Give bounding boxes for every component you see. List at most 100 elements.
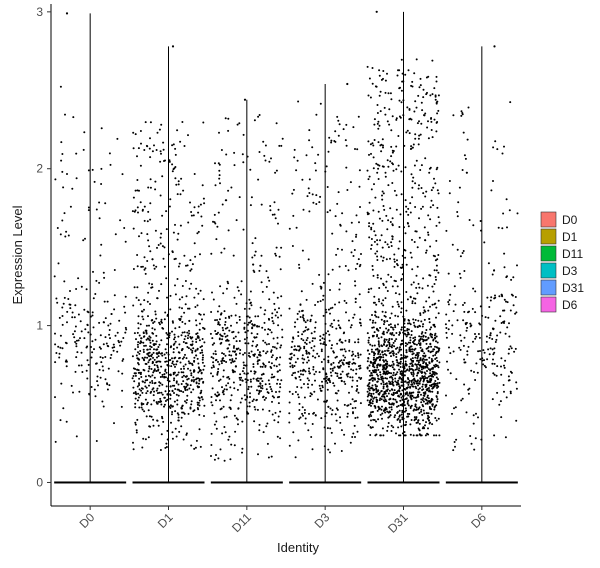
data-point	[463, 358, 466, 361]
data-point	[244, 378, 247, 381]
data-point	[178, 262, 181, 265]
data-point	[448, 299, 451, 302]
data-point	[340, 380, 343, 383]
data-point	[463, 301, 466, 304]
data-point	[301, 412, 304, 415]
data-point	[400, 307, 403, 310]
data-point	[183, 331, 186, 334]
data-point	[511, 294, 514, 297]
data-point	[243, 327, 246, 330]
data-point	[368, 201, 371, 204]
data-point	[514, 312, 517, 315]
data-point	[223, 360, 226, 362]
data-point	[150, 415, 153, 418]
data-point	[379, 434, 382, 437]
data-point	[157, 424, 160, 427]
data-point	[385, 338, 388, 341]
data-point	[318, 201, 321, 204]
data-point	[426, 370, 428, 372]
data-point	[374, 321, 377, 324]
data-point	[380, 382, 383, 385]
data-point	[424, 402, 427, 405]
data-point	[85, 369, 88, 372]
data-point	[493, 362, 496, 365]
data-point	[139, 303, 142, 306]
data-point	[352, 432, 355, 435]
data-point	[228, 350, 231, 353]
data-point	[148, 365, 151, 368]
data-point	[371, 374, 374, 377]
data-point	[161, 352, 163, 355]
data-point	[196, 385, 199, 388]
data-point	[297, 439, 300, 442]
data-point	[331, 344, 333, 347]
data-point	[384, 241, 387, 244]
data-point	[176, 238, 179, 241]
data-point	[318, 273, 321, 276]
data-point	[423, 361, 425, 363]
data-point	[98, 281, 101, 284]
data-point	[462, 250, 465, 252]
data-point	[310, 346, 313, 349]
data-point	[160, 318, 163, 321]
data-point	[75, 339, 78, 342]
data-point	[389, 160, 392, 163]
data-point	[409, 394, 412, 397]
data-point	[262, 350, 265, 353]
data-point	[301, 316, 304, 319]
data-point	[423, 375, 426, 378]
data-point	[404, 232, 407, 235]
data-point	[368, 364, 371, 367]
data-point	[92, 326, 95, 329]
data-point	[276, 396, 279, 399]
data-point	[406, 343, 409, 346]
data-point	[154, 310, 157, 313]
data-point	[253, 271, 256, 273]
data-point	[345, 123, 348, 126]
data-point	[373, 295, 376, 298]
data-point	[185, 432, 188, 435]
data-point	[449, 372, 452, 375]
data-point	[152, 424, 155, 427]
data-point	[100, 127, 103, 130]
data-point	[260, 281, 263, 284]
data-point	[268, 298, 271, 301]
data-point	[195, 324, 198, 327]
data-point	[383, 367, 385, 370]
data-point	[427, 233, 430, 236]
data-point	[404, 166, 407, 169]
data-point	[151, 319, 154, 322]
data-point	[422, 311, 425, 314]
data-point	[353, 424, 356, 427]
data-point	[93, 348, 95, 351]
data-point	[198, 428, 201, 431]
data-point	[198, 413, 201, 416]
data-point	[370, 247, 372, 250]
data-point	[232, 371, 235, 374]
data-point	[154, 381, 157, 384]
data-point	[98, 321, 101, 324]
data-point	[367, 424, 370, 427]
data-point	[194, 349, 197, 352]
data-point	[173, 258, 176, 261]
data-point	[78, 390, 81, 393]
data-point	[199, 289, 202, 292]
data-point	[360, 253, 362, 255]
data-point	[384, 286, 387, 289]
data-point	[460, 339, 463, 342]
data-point	[275, 122, 278, 125]
data-point	[370, 226, 373, 229]
data-point	[411, 80, 414, 83]
data-point	[392, 354, 395, 357]
data-point	[304, 321, 307, 324]
data-point	[259, 306, 262, 309]
data-point	[368, 403, 371, 406]
data-point	[187, 412, 190, 415]
data-point	[396, 263, 398, 265]
data-point	[202, 381, 205, 384]
data-point	[239, 383, 242, 386]
data-point	[346, 189, 349, 191]
data-point	[144, 379, 147, 382]
data-point	[299, 378, 302, 381]
data-point	[301, 309, 304, 312]
